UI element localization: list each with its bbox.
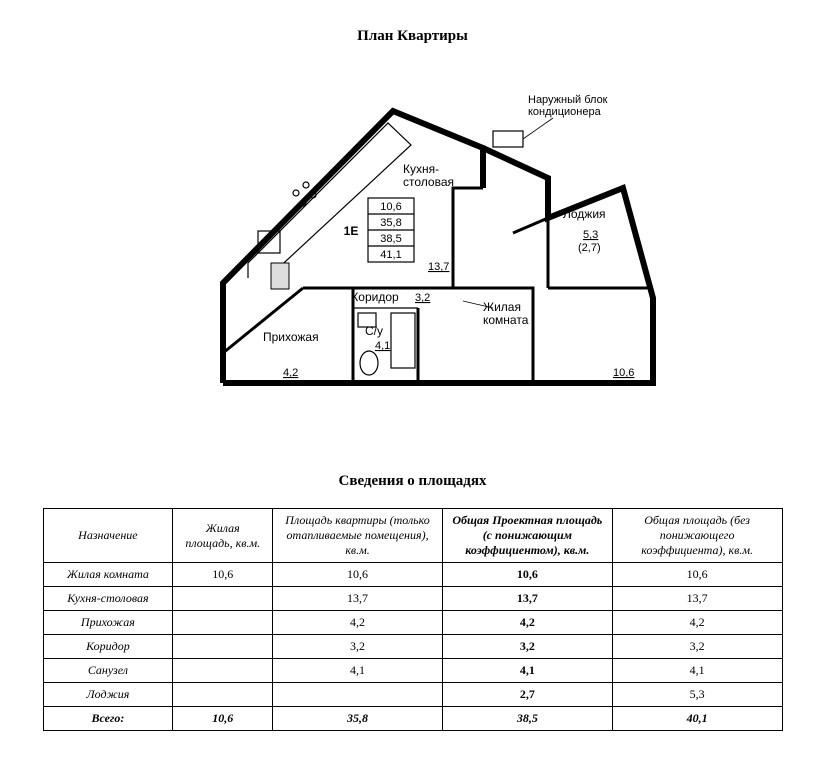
areas-title: Сведения о площадях bbox=[20, 473, 805, 490]
svg-text:41,1: 41,1 bbox=[380, 249, 401, 261]
svg-text:10,6: 10,6 bbox=[380, 201, 401, 213]
living-label: Жилая комната bbox=[483, 300, 529, 327]
loggia-area-reduced: (2,7) bbox=[578, 242, 601, 254]
svg-text:38,5: 38,5 bbox=[380, 233, 401, 245]
floorplan-svg: Наружный блок кондиционера 10,6 35,8 38,… bbox=[153, 63, 673, 443]
col-общая-проектная: Общая Проектная площадь (с понижающим ко… bbox=[442, 509, 612, 563]
bathroom-area: 4,1 bbox=[375, 340, 390, 352]
loggia-area: 5,3 bbox=[583, 229, 598, 241]
corridor-area: 3,2 bbox=[415, 292, 430, 304]
table-body: Жилая комната10,610,610,610,6Кухня-столо… bbox=[43, 563, 782, 731]
table-row: Прихожая4,24,24,2 bbox=[43, 611, 782, 635]
col-площадь-квартиры: Площадь квартиры (только отапливаемые по… bbox=[273, 509, 443, 563]
ac-annotation: Наружный блок кондиционера bbox=[528, 94, 611, 118]
corridor-label: Коридор bbox=[351, 290, 399, 304]
table-row: Санузел4,14,14,1 bbox=[43, 659, 782, 683]
table-row: Коридор3,23,23,2 bbox=[43, 635, 782, 659]
col-общая-площадь: Общая площадь (без понижающего коэффицие… bbox=[612, 509, 782, 563]
svg-text:1Е: 1Е bbox=[343, 224, 358, 238]
kitchen-label: Кухня- столовая bbox=[403, 162, 454, 189]
floorplan-container: Наружный блок кондиционера 10,6 35,8 38,… bbox=[20, 63, 805, 443]
table-total-row: Всего:10,635,838,540,1 bbox=[43, 707, 782, 731]
summary-box: 10,6 35,8 38,5 41,1 1Е bbox=[343, 198, 413, 262]
table-header-row: Назначение Жилая площадь, кв.м. Площадь … bbox=[43, 509, 782, 563]
table-row: Кухня-столовая13,713,713,7 bbox=[43, 587, 782, 611]
hallway-label: Прихожая bbox=[263, 330, 319, 344]
table-row: Жилая комната10,610,610,610,6 bbox=[43, 563, 782, 587]
living-area: 10,6 bbox=[613, 367, 634, 379]
svg-text:35,8: 35,8 bbox=[380, 217, 401, 229]
plan-title: План Квартиры bbox=[20, 28, 805, 45]
col-назначение: Назначение bbox=[43, 509, 173, 563]
table-row: Лоджия2,75,3 bbox=[43, 683, 782, 707]
hallway-area: 4,2 bbox=[283, 367, 298, 379]
col-жилая-площадь: Жилая площадь, кв.м. bbox=[173, 509, 273, 563]
loggia-label: Лоджия bbox=[563, 207, 606, 221]
kitchen-area: 13,7 bbox=[428, 261, 449, 273]
bathroom-label: С/у bbox=[365, 324, 383, 338]
area-table: Назначение Жилая площадь, кв.м. Площадь … bbox=[43, 508, 783, 731]
